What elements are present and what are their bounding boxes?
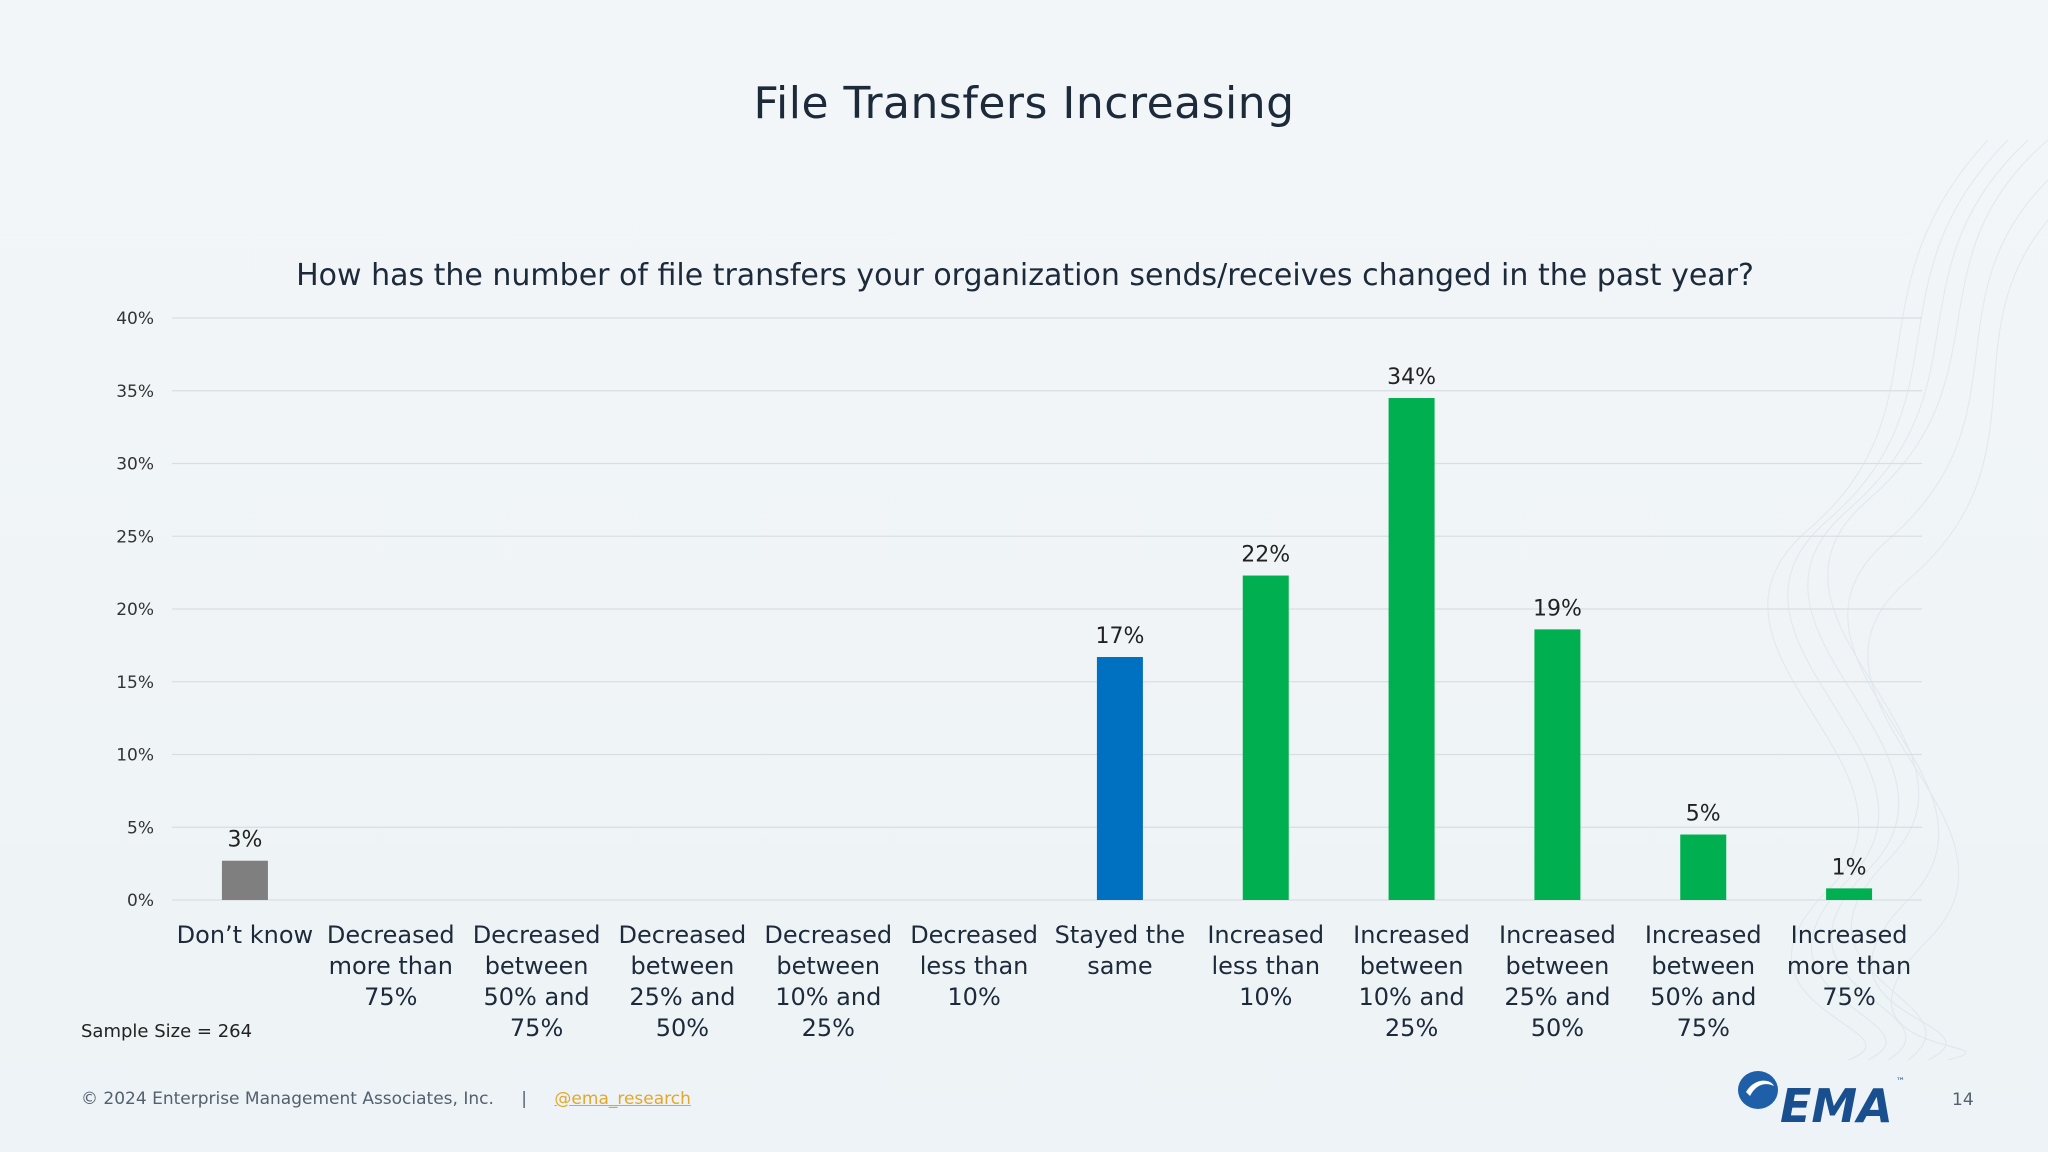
data-label: 1% (1832, 855, 1867, 880)
y-tick-label: 0% (127, 891, 154, 911)
x-category-label: Decreased less than 10% (910, 921, 1038, 1011)
x-category-label: Decreased between 10% and 25% (764, 921, 892, 1042)
y-tick-label: 35% (116, 382, 154, 402)
x-category-label: Increased more than 75% (1787, 921, 1911, 1011)
y-tick-label: 10% (116, 746, 154, 766)
footer: © 2024 Enterprise Management Associates,… (81, 1089, 691, 1109)
ema-logo-swoosh-icon (1738, 1071, 1778, 1109)
bar (1096, 657, 1143, 900)
y-tick-label: 30% (116, 455, 154, 475)
bar (1388, 398, 1435, 900)
x-category-label: Decreased more than 75% (327, 921, 455, 1011)
data-label: 17% (1095, 624, 1144, 649)
x-category-label: Decreased between 50% and 75% (473, 921, 601, 1042)
bar (221, 860, 268, 900)
data-label: 22% (1241, 543, 1290, 568)
ema-logo-text: EMA (1780, 1079, 1893, 1126)
twitter-handle-link[interactable]: @ema_research (554, 1089, 691, 1109)
x-category-label: Increased less than 10% (1207, 921, 1324, 1011)
y-tick-label: 20% (116, 600, 154, 620)
chart-title: How has the number of file transfers you… (296, 258, 1754, 293)
ema-logo-trademark: ™ (1896, 1077, 1905, 1087)
footer-separator: | (521, 1089, 528, 1109)
bar (1826, 888, 1873, 900)
x-category-label: Increased between 10% and 25% (1353, 921, 1470, 1042)
page-number: 14 (1952, 1090, 1974, 1110)
y-tick-label: 40% (116, 309, 154, 329)
y-tick-label: 15% (116, 673, 154, 693)
x-category-label: Decreased between 25% and 50% (619, 921, 747, 1042)
data-label: 5% (1686, 802, 1721, 827)
x-category-label: Increased between 25% and 50% (1499, 921, 1616, 1042)
sample-size-note: Sample Size = 264 (81, 1021, 253, 1042)
y-tick-label: 5% (127, 818, 154, 838)
copyright-text: © 2024 Enterprise Management Associates,… (81, 1089, 494, 1109)
x-category-label: Don’t know (177, 921, 313, 949)
y-tick-label: 25% (116, 527, 154, 547)
slide-title: File Transfers Increasing (753, 78, 1295, 129)
ema-logo: EMA ™ (1738, 1071, 1905, 1126)
x-category-label: Increased between 50% and 75% (1645, 921, 1762, 1042)
data-label: 19% (1533, 596, 1582, 621)
data-label: 3% (227, 828, 262, 853)
data-label: 34% (1387, 365, 1436, 390)
bar (1534, 629, 1581, 900)
x-category-label: Stayed the same (1055, 921, 1186, 980)
bar (1680, 834, 1727, 900)
bar (1242, 575, 1289, 900)
